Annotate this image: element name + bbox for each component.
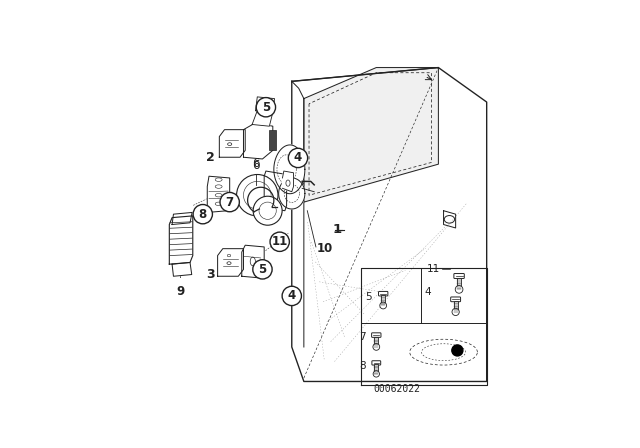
Polygon shape	[242, 245, 264, 278]
Circle shape	[373, 371, 380, 377]
Text: 7: 7	[226, 196, 234, 209]
FancyBboxPatch shape	[454, 274, 464, 279]
Text: 4: 4	[294, 151, 302, 164]
Circle shape	[237, 174, 278, 216]
Text: 2: 2	[206, 151, 215, 164]
Polygon shape	[255, 97, 275, 112]
Text: 5: 5	[365, 292, 372, 302]
Polygon shape	[170, 216, 193, 264]
Text: 4: 4	[424, 287, 431, 297]
Text: 00062022: 00062022	[374, 383, 420, 393]
Polygon shape	[172, 263, 192, 276]
Text: 11: 11	[271, 235, 288, 248]
Polygon shape	[207, 176, 230, 212]
Bar	[269, 129, 276, 151]
Polygon shape	[282, 171, 294, 192]
Bar	[381, 295, 385, 306]
Circle shape	[380, 302, 387, 309]
Text: 3: 3	[206, 268, 215, 281]
Circle shape	[455, 285, 463, 293]
Text: 7: 7	[359, 332, 366, 342]
Polygon shape	[264, 171, 287, 211]
Text: 9: 9	[176, 285, 184, 298]
Text: 5: 5	[262, 101, 270, 114]
Circle shape	[253, 196, 282, 225]
Text: 8: 8	[198, 208, 207, 221]
Circle shape	[193, 204, 212, 224]
Circle shape	[373, 344, 380, 350]
Polygon shape	[274, 145, 305, 194]
Text: 4: 4	[287, 289, 296, 302]
Bar	[374, 336, 378, 347]
Polygon shape	[218, 249, 243, 276]
FancyBboxPatch shape	[372, 333, 381, 337]
Polygon shape	[304, 68, 438, 202]
Circle shape	[452, 345, 463, 356]
Bar	[457, 278, 461, 289]
Bar	[374, 364, 378, 374]
Text: 11: 11	[427, 264, 440, 274]
Circle shape	[220, 193, 239, 212]
Polygon shape	[292, 68, 486, 382]
Polygon shape	[220, 129, 245, 157]
Bar	[454, 301, 458, 312]
FancyBboxPatch shape	[451, 297, 461, 302]
Circle shape	[289, 148, 308, 168]
Text: 6: 6	[252, 159, 259, 172]
FancyBboxPatch shape	[372, 361, 381, 365]
Polygon shape	[278, 178, 305, 209]
Text: 5: 5	[259, 263, 267, 276]
Circle shape	[270, 232, 289, 251]
Circle shape	[282, 286, 301, 306]
FancyBboxPatch shape	[378, 292, 388, 296]
Polygon shape	[252, 111, 273, 126]
Circle shape	[253, 260, 272, 279]
Circle shape	[452, 308, 460, 315]
Text: 8: 8	[359, 361, 366, 371]
Text: 10: 10	[317, 242, 333, 255]
Text: 1: 1	[333, 223, 342, 236]
Polygon shape	[243, 123, 273, 159]
Circle shape	[256, 98, 276, 117]
Polygon shape	[172, 212, 192, 224]
Text: 6: 6	[252, 157, 259, 170]
